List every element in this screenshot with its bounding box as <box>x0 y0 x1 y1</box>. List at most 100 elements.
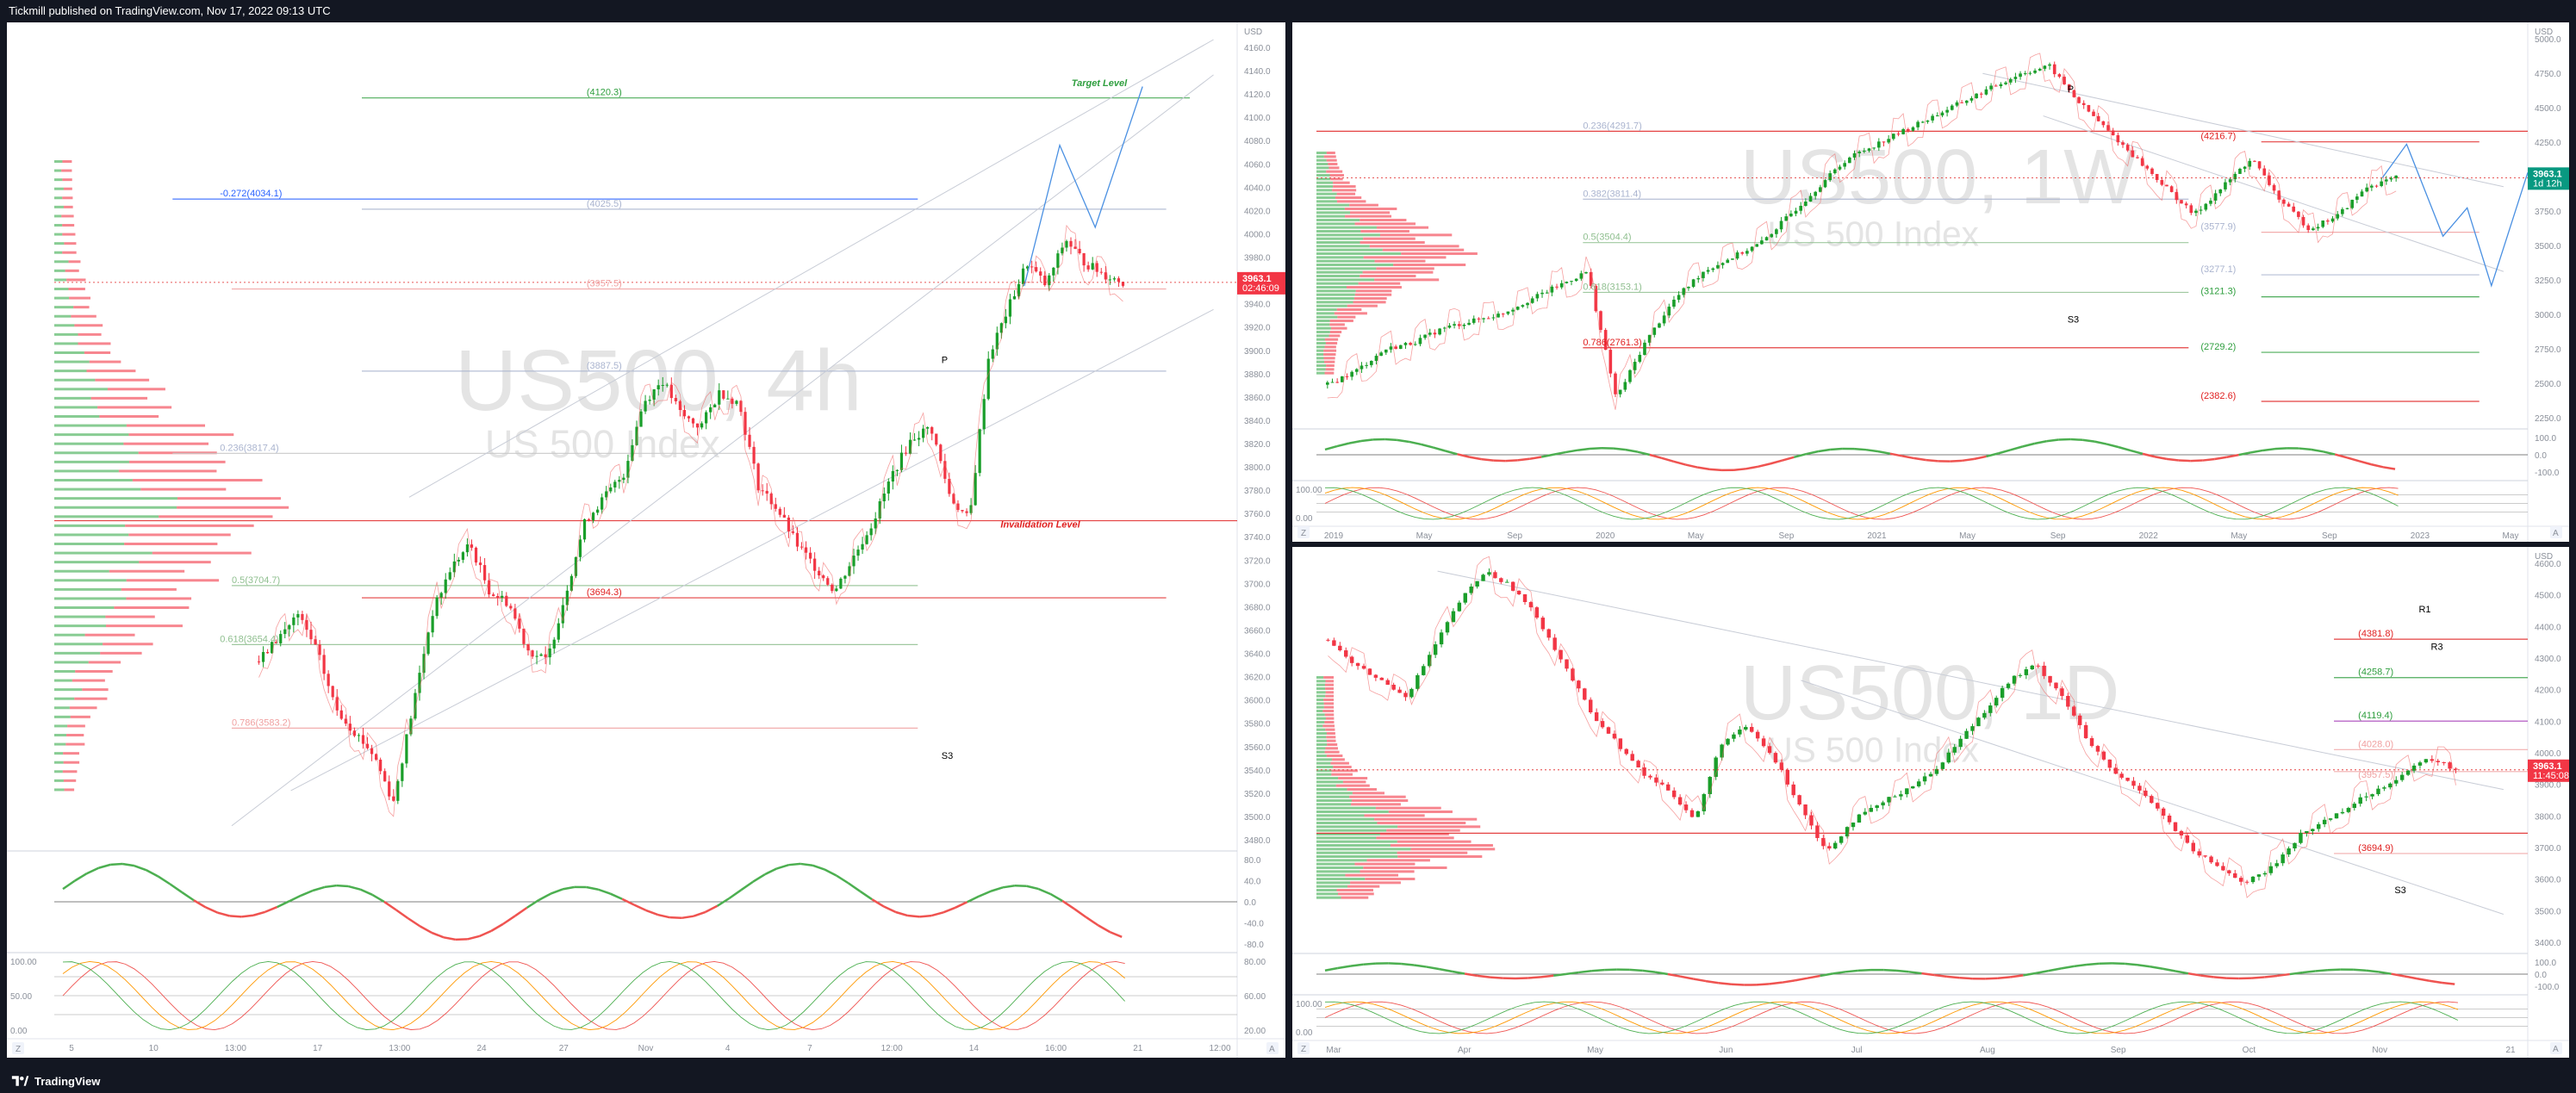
candle-up <box>843 575 847 579</box>
volume-bar-buy <box>1316 810 1389 813</box>
candle-up <box>401 763 404 781</box>
candle-up <box>735 401 738 404</box>
chart-panel-1w[interactable]: USD US500, 1W US 500 Index 5000.0 4750.0 4500… <box>1292 22 2569 542</box>
volume-bar-buy <box>1316 219 1360 221</box>
oscillator-segment <box>2074 963 2088 968</box>
volume-bar-buy <box>54 332 78 336</box>
candle-down <box>2116 135 2120 143</box>
auto-scale-label: A <box>2553 529 2559 538</box>
volume-bar-sell <box>1323 349 1337 352</box>
oscillator-segment <box>1363 962 1377 966</box>
volume-bar-sell <box>1379 233 1453 237</box>
candle-down <box>808 552 812 559</box>
chart-panel-1d[interactable]: USD US500, 1D US 500 Index 4600.0 4500.0 4400… <box>1292 547 2569 1058</box>
key-levels <box>54 97 1237 730</box>
volume-bar-sell <box>1374 278 1440 282</box>
volume-bar-sell <box>1362 270 1434 274</box>
candle-down <box>1540 618 1546 630</box>
candle-up <box>869 528 873 536</box>
oscillator-segment <box>1097 924 1111 934</box>
candle-down <box>2197 851 2201 856</box>
price-tick-label: 4160.0 <box>1244 44 1271 53</box>
volume-bar-sell <box>128 460 226 463</box>
annotation-s3: S3 <box>2068 315 2079 326</box>
candle-up <box>2311 829 2315 831</box>
candle-up <box>999 323 1003 333</box>
time-tick-label: 21 <box>1133 1044 1143 1053</box>
volume-bar-sell <box>1344 208 1397 210</box>
candle-down <box>674 398 677 401</box>
candle-up <box>1931 115 1934 121</box>
scale-mode-button <box>1297 526 1310 538</box>
oscillator-segment <box>1794 977 1808 982</box>
candle-up <box>2376 788 2380 795</box>
candle-down <box>1522 593 1528 603</box>
candle-up <box>1469 586 1473 593</box>
oscillator-segment <box>824 868 837 877</box>
oscillator-segment <box>2070 438 2083 441</box>
oscillator-segment <box>121 862 135 867</box>
oscillator-segment <box>847 882 862 892</box>
oscillator-segment <box>2274 447 2287 450</box>
volume-bar-sell <box>1324 360 1335 363</box>
oscillator-segment <box>1578 970 1592 974</box>
candle-up <box>1403 343 1408 345</box>
candle-down <box>275 642 278 643</box>
volume-bar-buy <box>1316 889 1337 891</box>
oscillator-segment <box>1049 892 1063 902</box>
oscillator-segment <box>1109 930 1123 938</box>
candle-down <box>1121 282 1125 286</box>
candle-up <box>1833 169 1837 174</box>
oscillator-segment <box>383 900 397 911</box>
candle-down <box>2292 206 2296 212</box>
candle-down <box>1666 784 1671 791</box>
candle-down <box>1373 674 1378 678</box>
chart-panel-4h[interactable]: USD US500, 4h US 500 Index 4160.0 4140.0 4120… <box>7 22 1285 1058</box>
candle-up <box>1052 267 1055 276</box>
oscillator-segment <box>2276 972 2290 978</box>
annotation-level_3957: (3957.5) <box>587 278 622 289</box>
oscillator-segment <box>110 862 123 866</box>
candle-down <box>961 510 964 512</box>
candle-up <box>1691 279 1696 287</box>
oscillator-segment <box>1409 440 1422 446</box>
candle-up <box>261 652 265 662</box>
candle-down <box>488 580 491 595</box>
candle-up <box>283 629 287 635</box>
watermark-description: US 500 Index <box>485 422 720 466</box>
oscillator-segment <box>348 885 361 891</box>
candle-down <box>1565 659 1569 669</box>
volume-bar-sell <box>132 479 263 481</box>
candle-up <box>1687 286 1690 289</box>
candle-down <box>1803 804 1808 816</box>
candle-up <box>2399 774 2405 780</box>
volume-bar-sell <box>1376 226 1429 229</box>
candle-down <box>2215 862 2219 866</box>
candle-up <box>1735 252 1739 259</box>
volume-bar-buy <box>1316 349 1324 352</box>
candle-up <box>1934 768 1939 774</box>
annotation-level_3121: (3121.3) <box>2200 287 2236 297</box>
oscillator-segment <box>1529 456 1542 461</box>
candle-down <box>2101 121 2106 126</box>
candle-up <box>1398 345 1403 350</box>
candle-down <box>1815 825 1820 838</box>
volume-bar-sell <box>1336 308 1362 311</box>
price-tick-label: 4400.0 <box>2535 623 2561 632</box>
volume-bar-buy <box>54 178 63 182</box>
volume-bar-buy <box>1316 747 1326 750</box>
oscillator-segment <box>716 897 731 907</box>
candle-down <box>2442 762 2446 764</box>
oscillator-segment <box>859 890 873 901</box>
volume-bar-buy <box>1316 237 1364 240</box>
candle-down <box>2089 738 2094 747</box>
candle-up <box>2365 187 2368 192</box>
candle-up <box>1899 794 1903 797</box>
candle-down <box>1773 753 1778 763</box>
oscillator-segment <box>1807 974 1820 979</box>
candle-down <box>331 686 334 698</box>
candle-up <box>2317 823 2321 829</box>
